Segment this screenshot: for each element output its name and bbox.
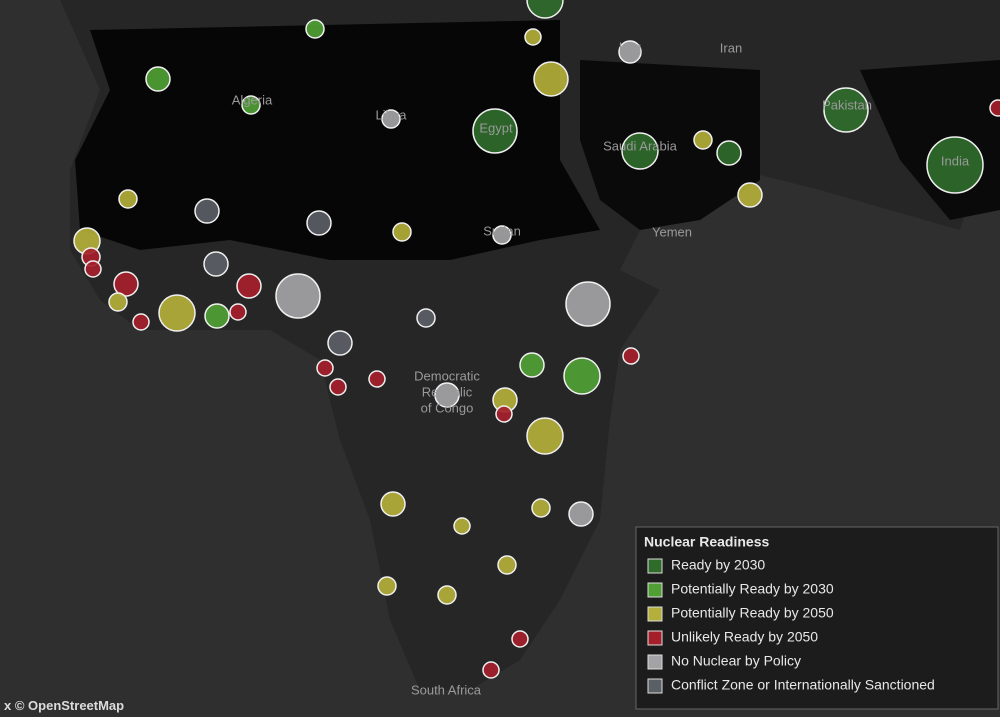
country-bubble (145, 66, 171, 92)
country-bubble (84, 260, 102, 278)
legend-label: No Nuclear by Policy (671, 653, 801, 669)
country-label: Sudan (483, 223, 521, 238)
country-bubble (329, 378, 347, 396)
country-bubble (275, 273, 321, 319)
country-label: Yemen (652, 224, 692, 239)
country-bubble (204, 303, 230, 329)
country-bubble (381, 109, 401, 129)
country-bubble (622, 347, 640, 365)
country-bubble (158, 294, 196, 332)
country-bubble (437, 585, 457, 605)
country-bubble (327, 330, 353, 356)
country-bubble (621, 132, 659, 170)
legend-swatch (647, 654, 663, 670)
legend-label: Ready by 2030 (671, 557, 765, 573)
legend-swatch (647, 678, 663, 694)
country-bubble (989, 99, 1000, 117)
country-label: Iran (720, 40, 742, 55)
country-bubble (416, 308, 436, 328)
country-bubble (392, 222, 412, 242)
legend-label: Potentially Ready by 2030 (671, 581, 834, 597)
country-bubble (823, 87, 869, 133)
country-label: Algeria (232, 92, 273, 107)
country-bubble (495, 405, 513, 423)
country-bubble (524, 28, 542, 46)
country-bubble (526, 0, 564, 19)
country-bubble (380, 491, 406, 517)
attribution: x © OpenStreetMap (4, 698, 124, 713)
legend-label: Unlikely Ready by 2050 (671, 629, 818, 645)
country-bubble (531, 498, 551, 518)
country-bubble (118, 189, 138, 209)
legend-label: Potentially Ready by 2050 (671, 605, 834, 621)
country-label: India (941, 153, 970, 168)
country-bubble (565, 281, 611, 327)
legend-label: Conflict Zone or Internationally Sanctio… (671, 677, 935, 693)
legend-swatch (647, 606, 663, 622)
country-bubble (563, 357, 601, 395)
country-bubble (453, 517, 471, 535)
country-bubble (482, 661, 500, 679)
arabia (580, 60, 760, 230)
country-bubble (511, 630, 529, 648)
country-bubble (568, 501, 594, 527)
sahara-region (75, 20, 600, 260)
country-label: Egypt (479, 120, 513, 135)
country-label: Saudi Arabia (603, 138, 677, 153)
country-bubble (194, 198, 220, 224)
country-bubble (229, 303, 247, 321)
country-bubble (693, 130, 713, 150)
country-label: Iraq (619, 39, 641, 54)
country-bubble (492, 225, 512, 245)
country-bubble (737, 182, 763, 208)
country-bubble (113, 271, 139, 297)
country-label: Democratic (414, 368, 480, 383)
country-bubble (618, 40, 642, 64)
country-bubble (434, 382, 460, 408)
country-bubble (132, 313, 150, 331)
country-label: Republic (422, 384, 473, 399)
country-bubble (472, 108, 518, 154)
country-bubble (519, 352, 545, 378)
country-bubble (368, 370, 386, 388)
country-bubble (716, 140, 742, 166)
country-bubble (236, 273, 262, 299)
country-label: South Africa (411, 682, 482, 697)
country-bubble (203, 251, 229, 277)
country-bubble (533, 61, 569, 97)
country-label: Libya (375, 107, 407, 122)
country-bubble (926, 136, 984, 194)
legend-swatch (647, 630, 663, 646)
legend-swatch (647, 558, 663, 574)
bubbles (73, 0, 1000, 679)
country-bubble (377, 576, 397, 596)
country-bubble (305, 19, 325, 39)
legend-swatch (647, 582, 663, 598)
country-label: Pakistan (822, 97, 872, 112)
legend: Nuclear Readiness Ready by 2030 Potential… (635, 526, 999, 710)
country-bubble (316, 359, 334, 377)
labels: Iran Iraq Algeria Libya Egypt Pakistan Saudi A… (232, 39, 970, 697)
legend-box (635, 526, 999, 710)
country-bubble (241, 95, 261, 115)
country-bubble (306, 210, 332, 236)
country-label: of Congo (421, 400, 474, 415)
country-bubble (526, 417, 564, 455)
legend-title: Nuclear Readiness (644, 534, 769, 550)
country-bubble (497, 555, 517, 575)
country-bubble (108, 292, 128, 312)
